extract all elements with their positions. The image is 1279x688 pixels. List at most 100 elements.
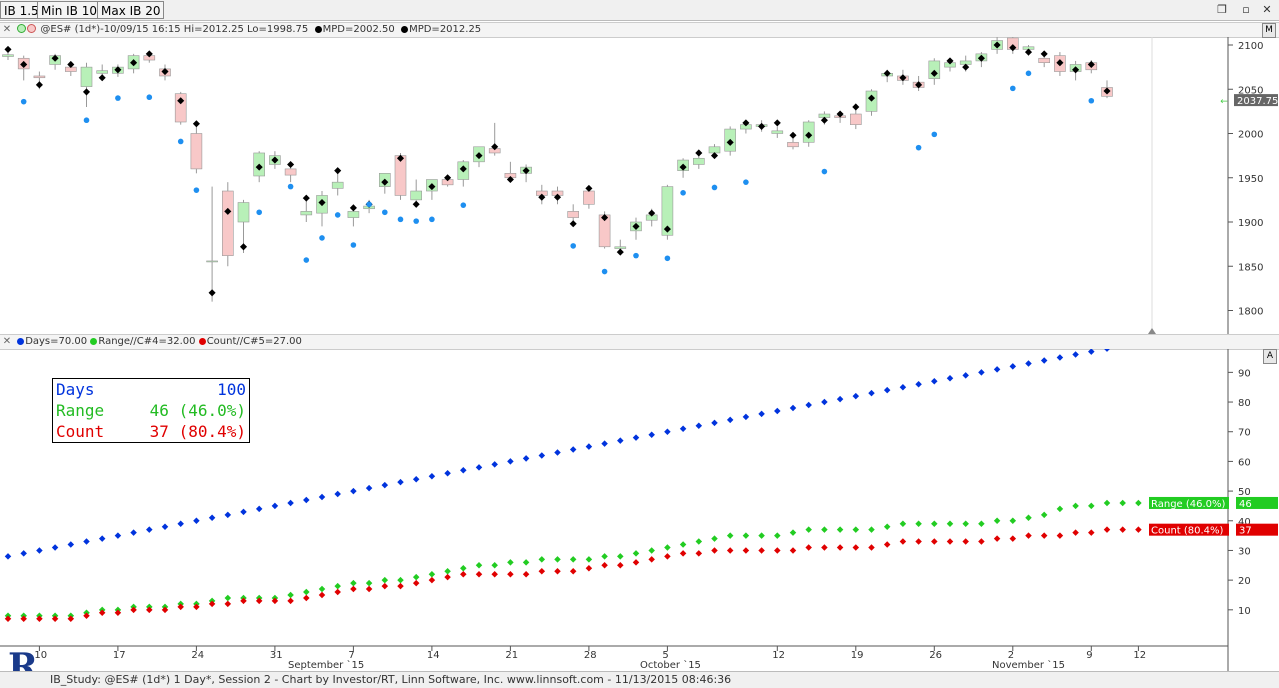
mpd-diamond xyxy=(130,59,138,67)
m-button[interactable]: M xyxy=(1262,23,1276,38)
days-point xyxy=(711,419,718,427)
days-point xyxy=(4,553,12,560)
mpd-diamond xyxy=(287,160,295,169)
range-point xyxy=(679,541,687,548)
range-header-text: Range//C#4=32.00 xyxy=(98,336,196,347)
count-point xyxy=(899,538,907,545)
low-dot xyxy=(664,255,671,262)
low-dot xyxy=(350,242,357,248)
candle-body xyxy=(174,93,187,123)
mpd-diamond xyxy=(35,81,43,89)
low-dot xyxy=(429,216,435,223)
count-point xyxy=(538,567,546,575)
count-point xyxy=(554,567,561,575)
mpd-diamond xyxy=(239,243,248,251)
mpd-diamond xyxy=(553,193,562,201)
days-point xyxy=(852,392,860,400)
count-point xyxy=(444,573,451,581)
days-point xyxy=(868,389,875,397)
low-dot xyxy=(303,257,310,263)
low-dot xyxy=(20,98,27,105)
days-point xyxy=(601,440,608,447)
restore-window-icon[interactable]: ❐ xyxy=(1217,3,1227,16)
count-point xyxy=(1040,532,1048,539)
range-dot-icon xyxy=(90,338,98,345)
tab-max-ib-20[interactable]: Max IB 20 xyxy=(97,1,165,19)
date-tick-label: 2 xyxy=(1008,650,1014,661)
days-point xyxy=(303,496,310,504)
candle-body xyxy=(33,75,46,79)
legend-range-row: Range 46 (46.0%) xyxy=(53,400,249,421)
count-point xyxy=(287,597,294,605)
count-point xyxy=(617,562,624,569)
days-point xyxy=(397,478,404,486)
count-point xyxy=(868,544,875,551)
mpd-diamond xyxy=(773,119,781,127)
days-point xyxy=(208,514,216,522)
price-tick-label: 1850 xyxy=(1238,262,1263,273)
mpd-diamond xyxy=(867,94,876,102)
close-pane-icon[interactable]: ✕ xyxy=(2,336,12,347)
days-point xyxy=(1072,351,1079,358)
days-point xyxy=(789,404,797,412)
count-point xyxy=(648,556,655,563)
mpd-diamond xyxy=(177,97,185,105)
count-point xyxy=(130,606,137,614)
count-point xyxy=(664,553,671,560)
days-point xyxy=(51,544,59,551)
mpd-diamond xyxy=(710,152,719,160)
count-point xyxy=(569,567,577,575)
low-dot xyxy=(680,189,686,196)
low-dot xyxy=(334,212,341,218)
tab-ib-1-5[interactable]: IB 1.5 xyxy=(0,1,43,19)
up-candle-icon xyxy=(17,24,27,33)
tab-min-ib-10[interactable]: Min IB 10 xyxy=(37,1,101,19)
count-point xyxy=(1119,526,1126,533)
mpd-diamond xyxy=(789,131,797,139)
candle-body xyxy=(692,157,705,165)
count-point xyxy=(915,538,922,545)
count-point xyxy=(695,550,703,557)
low-dot xyxy=(931,131,938,138)
count-point xyxy=(381,582,389,590)
mpd-diamond xyxy=(977,54,985,62)
low-dot xyxy=(821,168,828,175)
range-point xyxy=(224,594,232,602)
days-point xyxy=(569,446,577,453)
series-tag xyxy=(1149,496,1229,509)
range-point xyxy=(883,523,891,530)
series-value-label: 46 xyxy=(1239,499,1252,510)
mpd-diamond xyxy=(883,69,891,77)
study-pane-header: ✕ Days=70.00 Range//C#4=32.00 Count//C#5… xyxy=(0,334,1279,350)
legend-count-row: Count 37 (80.4%) xyxy=(53,421,249,442)
count-point xyxy=(365,585,373,593)
low-dot xyxy=(256,209,263,216)
a-button[interactable]: A xyxy=(1263,349,1277,364)
study-tick-label: 10 xyxy=(1238,606,1251,617)
days-point xyxy=(240,508,247,516)
days-point xyxy=(805,401,812,409)
mpd-diamond xyxy=(161,68,169,76)
mpd-diamond xyxy=(915,81,923,89)
days-point xyxy=(271,502,279,510)
days-point xyxy=(491,461,498,468)
minimize-icon[interactable]: ▫ xyxy=(1242,3,1250,16)
mpd-diamond xyxy=(726,138,734,146)
mpd-diamond xyxy=(1009,44,1017,52)
count-point xyxy=(522,570,530,578)
study-tick-label: 50 xyxy=(1238,487,1251,498)
count-point xyxy=(334,588,341,596)
range-point xyxy=(1009,517,1017,525)
mpd-diamond xyxy=(648,209,656,217)
days-point xyxy=(522,455,530,462)
mpd-diamond xyxy=(1040,50,1048,58)
series-value-tag xyxy=(1236,523,1278,536)
candle-body xyxy=(771,130,784,134)
range-point xyxy=(946,520,954,527)
range-point xyxy=(365,579,373,587)
count-point xyxy=(993,535,1001,542)
close-pane-icon[interactable]: ✕ xyxy=(2,24,12,35)
legend-days-label: Days xyxy=(56,380,95,399)
close-icon[interactable]: ✕ xyxy=(1262,3,1272,16)
count-point xyxy=(397,582,404,590)
